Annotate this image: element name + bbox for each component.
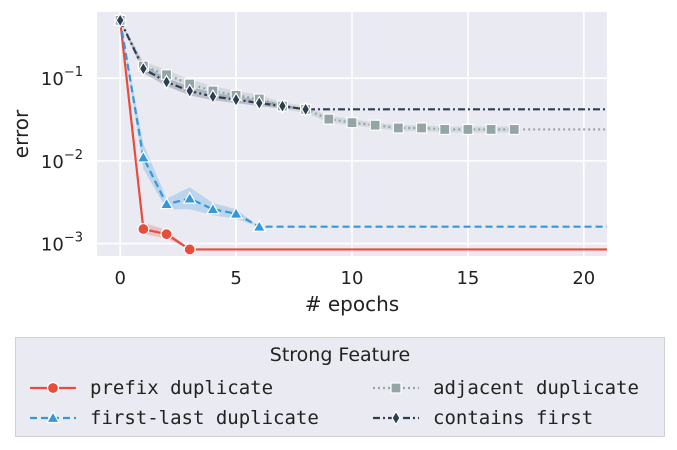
point-prefix-duplicate [160, 228, 173, 241]
point-adjacent-duplicate [392, 122, 404, 134]
legend-marker [390, 382, 402, 394]
series-markers [113, 12, 520, 256]
legend-label: first-last duplicate [90, 407, 319, 429]
legend-swatch-prefix-duplicate [30, 381, 76, 395]
error-bands [120, 20, 515, 250]
point-adjacent-duplicate [508, 123, 520, 136]
band-first-last-duplicate [120, 20, 260, 227]
point-prefix-duplicate [183, 243, 196, 256]
point-contains-first [138, 61, 148, 77]
point-adjacent-duplicate [323, 113, 335, 125]
legend-label: contains first [433, 407, 594, 429]
legend-item-first-last-duplicate: first-last duplicate [28, 405, 319, 431]
x-tick-label: 5 [230, 268, 241, 289]
point-adjacent-duplicate [462, 123, 474, 136]
legend-title: Strong Feature [269, 344, 411, 366]
line-contains-first [119, 19, 607, 111]
y-tick-labels: 10−1 10−2 10−3 [41, 65, 83, 255]
point-contains-first [115, 12, 125, 29]
y-tick-label: 10−3 [41, 231, 83, 256]
x-tick-labels: 0 5 10 15 20 [114, 268, 595, 289]
legend-marker [391, 410, 401, 426]
point-first-last-duplicate [252, 219, 267, 232]
legend-swatch-adjacent-duplicate [373, 382, 419, 394]
legend: Strong Feature prefix duplicate adjacent … [15, 337, 665, 437]
legend-marker [45, 410, 61, 424]
point-adjacent-duplicate [439, 123, 451, 136]
point-adjacent-duplicate [415, 122, 428, 134]
point-adjacent-duplicate [369, 119, 381, 131]
y-axis-label: error [9, 109, 33, 158]
point-prefix-duplicate [137, 222, 150, 236]
legend-item-contains-first: contains first [371, 405, 593, 431]
point-contains-first [208, 88, 218, 105]
legend-label: adjacent duplicate [433, 377, 639, 399]
point-first-last-duplicate [229, 206, 244, 219]
y-tick-label: 10−1 [41, 65, 83, 90]
legend-swatch-first-last-duplicate [30, 410, 76, 424]
x-tick-label: 20 [572, 268, 595, 289]
x-tick-label: 15 [456, 268, 479, 289]
point-adjacent-duplicate [485, 123, 497, 136]
legend-label: prefix duplicate [90, 377, 274, 399]
point-contains-first [254, 95, 264, 111]
chart-canvas: 0 5 10 15 20 10−1 10−2 10−3 # epochs error [9, 12, 607, 316]
point-first-last-duplicate [136, 150, 151, 163]
x-axis-label: # epochs [305, 292, 399, 316]
x-tick-label: 0 [114, 268, 125, 289]
y-tick-label: 10−2 [41, 148, 83, 173]
legend-swatch-contains-first [373, 410, 419, 426]
point-contains-first [185, 83, 195, 99]
legend-marker [46, 381, 60, 395]
point-first-last-duplicate [159, 196, 174, 210]
point-adjacent-duplicate [346, 117, 358, 129]
legend-item-prefix-duplicate: prefix duplicate [28, 375, 273, 401]
point-contains-first [301, 101, 311, 117]
point-first-last-duplicate [182, 191, 197, 204]
point-contains-first [161, 74, 172, 90]
legend-item-adjacent-duplicate: adjacent duplicate [371, 375, 639, 401]
point-contains-first [277, 98, 288, 114]
x-tick-label: 10 [341, 268, 364, 289]
point-first-last-duplicate [205, 202, 220, 215]
line-first-last-duplicate [119, 20, 607, 228]
point-contains-first [231, 91, 241, 108]
